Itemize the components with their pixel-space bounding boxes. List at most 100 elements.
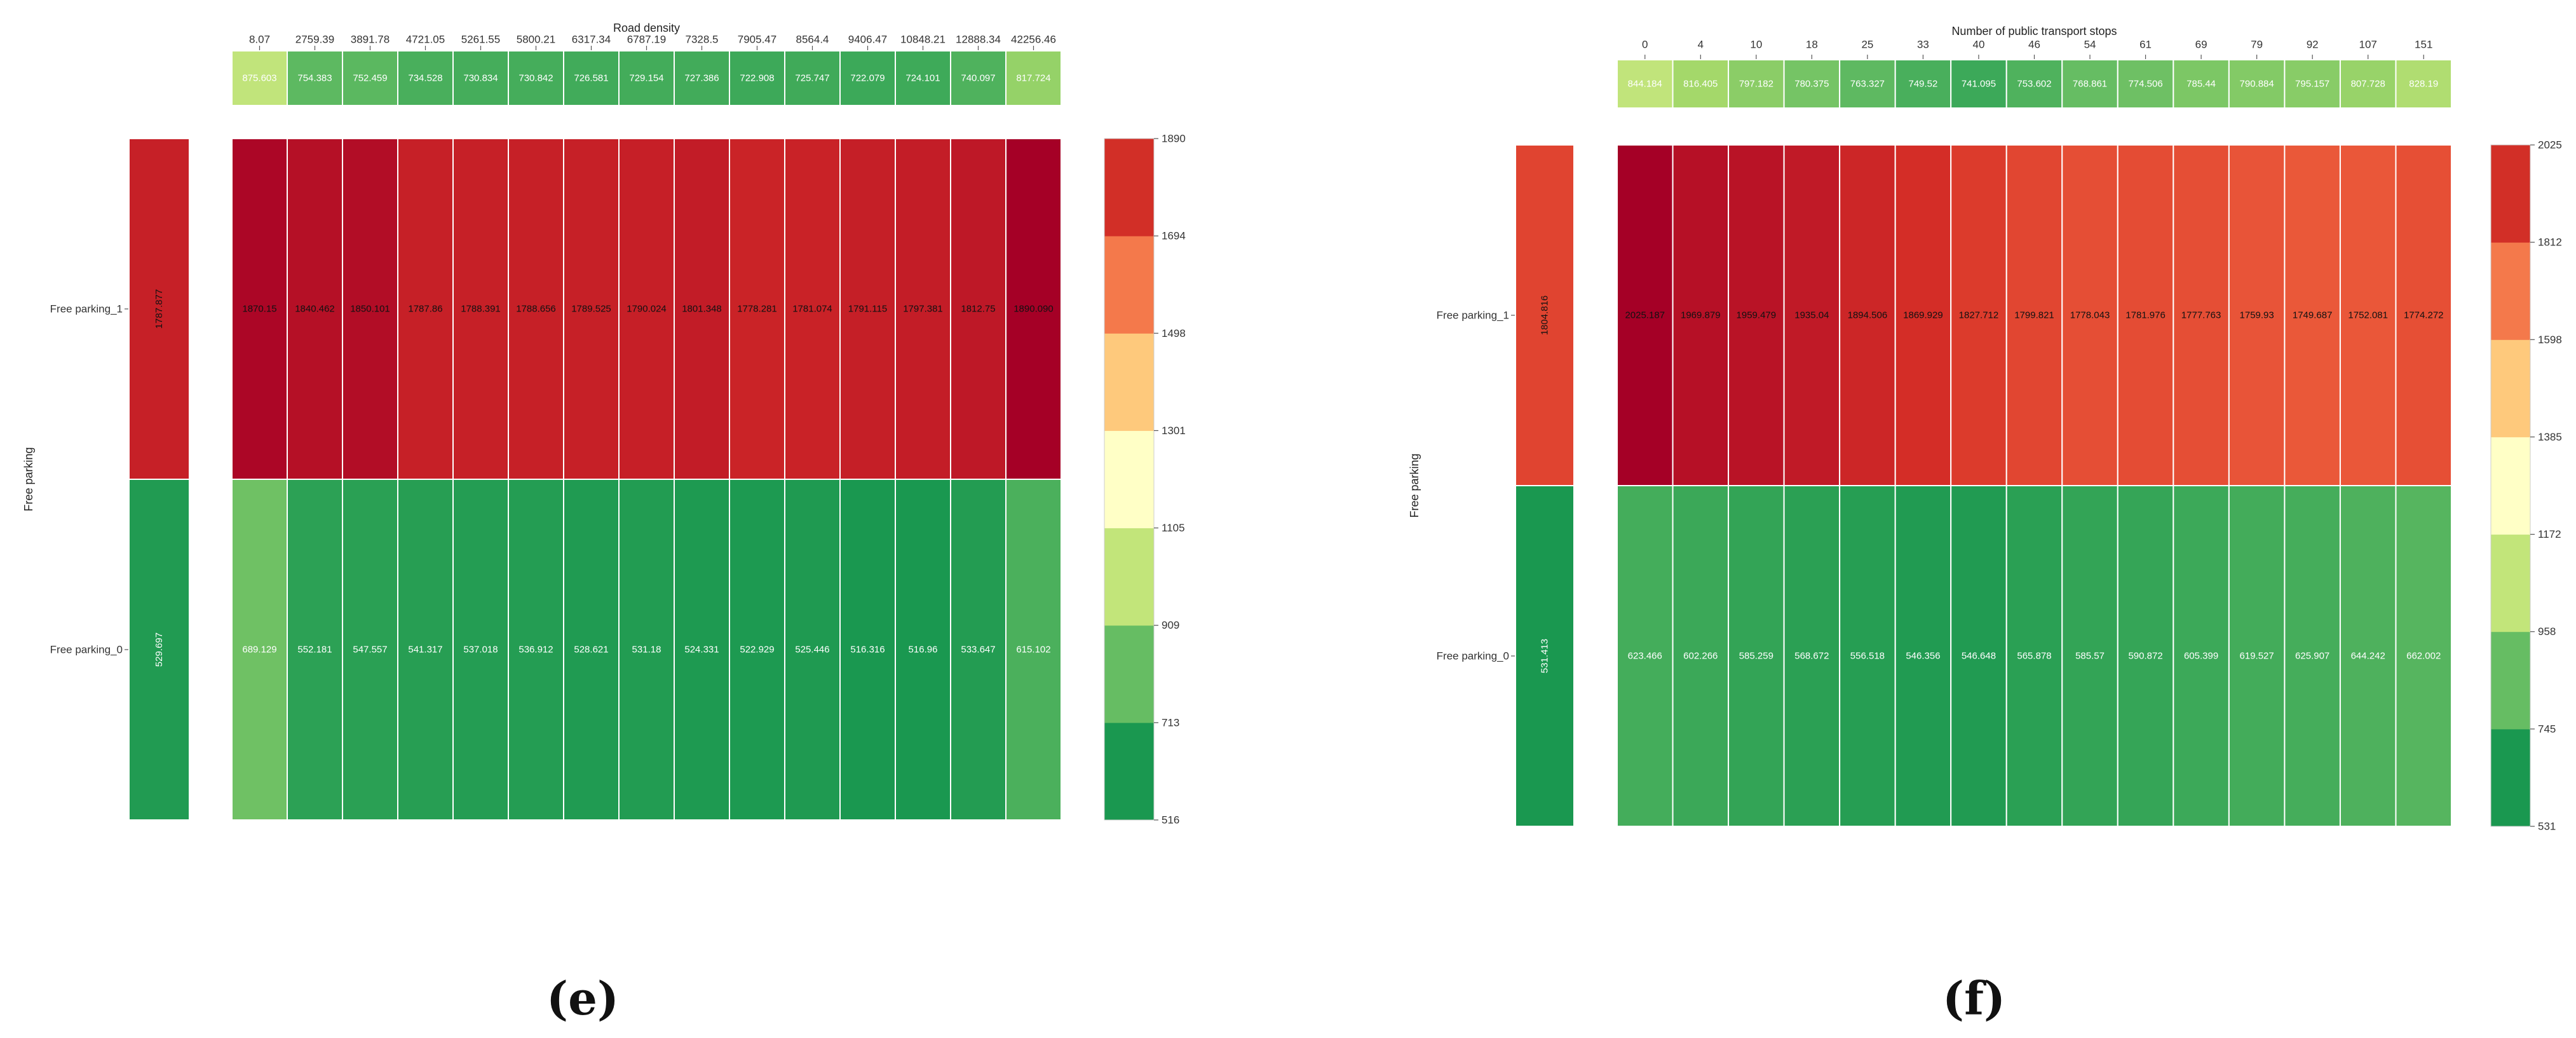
heatmap-cell <box>1617 144 1674 486</box>
heatmap-cell <box>839 479 896 821</box>
column-mean-cell <box>287 50 343 106</box>
column-tick-label: 107 <box>2359 39 2377 51</box>
heatmap-cell <box>674 138 730 480</box>
y-axis-label: Free parking <box>1408 453 1421 517</box>
column-mean-label: 724.101 <box>905 73 940 84</box>
heatmap-cell <box>287 479 343 821</box>
colorbar-tick-label: 958 <box>2538 625 2556 638</box>
heatmap-cell <box>452 479 509 821</box>
cell-value-label: 644.242 <box>2351 651 2385 662</box>
cell-value-label: 1752.081 <box>2348 310 2388 321</box>
cell-value-label: 1959.479 <box>1737 310 1777 321</box>
heatmap-cell <box>2173 485 2230 827</box>
cell-value-label: 619.527 <box>2240 651 2274 662</box>
column-mean-label: 817.724 <box>1016 73 1050 84</box>
column-mean-label: 740.097 <box>961 73 995 84</box>
heatmap-cell <box>2284 485 2341 827</box>
heatmap-cell <box>2117 144 2174 486</box>
heatmap-cell <box>2339 485 2397 827</box>
column-mean-label: 807.728 <box>2351 79 2385 90</box>
column-tick-label: 79 <box>2251 39 2263 51</box>
row-mean-cell <box>1515 144 1575 486</box>
cell-value-label: 524.331 <box>684 645 719 655</box>
heatmap-cell <box>784 479 841 821</box>
colorbar-tick-label: 1385 <box>2538 431 2562 443</box>
heatmap-cell <box>1672 485 1730 827</box>
colorbar-segment <box>2491 631 2530 730</box>
column-mean-cell <box>342 50 398 106</box>
column-tick-label: 6787.19 <box>627 34 666 46</box>
colorbar-segment <box>1104 139 1154 236</box>
colorbar-segment <box>1104 236 1154 334</box>
heatmap-cell <box>2173 144 2230 486</box>
cell-value-label: 531.18 <box>632 645 661 655</box>
cell-value-label: 1840.462 <box>295 304 335 315</box>
cell-value-label: 615.102 <box>1016 645 1050 655</box>
cell-value-label: 1812.75 <box>961 304 995 315</box>
column-tick-label: 3891.78 <box>351 34 390 46</box>
heatmap-e: Road density 8.07 875.603 2759.39 754.383 389… <box>22 22 1186 826</box>
cell-value-label: 1827.712 <box>1959 310 1999 321</box>
colorbar-segment <box>2491 339 2530 437</box>
colorbar-tick-label: 745 <box>2538 723 2556 735</box>
column-mean-cell <box>2395 59 2453 109</box>
column-mean-label: 828.19 <box>2409 79 2438 90</box>
colorbar-tick-label: 1598 <box>2538 334 2562 346</box>
heatmap-cell <box>342 479 398 821</box>
column-tick-label: 4721.05 <box>406 34 445 46</box>
cell-value-label: 1749.687 <box>2293 310 2333 321</box>
row-mean-label: 1804.816 <box>1540 296 1550 336</box>
cell-value-label: 590.872 <box>2128 651 2162 662</box>
cell-value-label: 1935.04 <box>1794 310 1829 321</box>
cell-value-label: 585.259 <box>1739 651 1773 662</box>
column-tick-label: 54 <box>2084 39 2096 51</box>
heatmap-cell <box>1839 485 1896 827</box>
column-mean-label: 722.079 <box>850 73 885 84</box>
colorbar-tick-label: 1172 <box>2538 528 2561 540</box>
column-mean-cell <box>2173 59 2230 109</box>
column-mean-cell <box>674 50 730 106</box>
column-tick-label: 151 <box>2415 39 2432 51</box>
colorbar-segment <box>2491 242 2530 340</box>
column-tick-label: 10848.21 <box>900 34 946 46</box>
column-mean-cell <box>1672 59 1730 109</box>
heatmap-cell <box>618 479 675 821</box>
heatmap-cell <box>2117 485 2174 827</box>
column-tick-label: 7905.47 <box>738 34 776 46</box>
row-label: Free parking_1 <box>50 303 123 315</box>
colorbar-tick-label: 1890 <box>1162 133 1186 145</box>
cell-value-label: 1801.348 <box>682 304 722 315</box>
heatmap-cell <box>2395 485 2453 827</box>
cell-value-label: 1890.090 <box>1013 304 1054 315</box>
column-tick-label: 10 <box>1750 39 1762 51</box>
colorbar-segment <box>1104 333 1154 431</box>
heatmap-cell <box>397 479 454 821</box>
column-mean-cell <box>1617 59 1674 109</box>
cell-value-label: 556.518 <box>1850 651 1885 662</box>
column-mean-cell <box>452 50 509 106</box>
column-mean-label: 734.528 <box>408 73 442 84</box>
column-tick-label: 5261.55 <box>461 34 500 46</box>
colorbar-frame <box>2490 144 2531 827</box>
column-tick-label: 46 <box>2028 39 2040 51</box>
column-tick-label: 4 <box>1698 39 1704 51</box>
heatmap-cell <box>2284 144 2341 486</box>
heatmap-cell <box>618 138 675 480</box>
column-tick-label: 92 <box>2307 39 2319 51</box>
colorbar-tick-label: 1105 <box>1162 522 1185 534</box>
column-mean-label: 726.581 <box>574 73 608 84</box>
column-tick-label: 0 <box>1642 39 1648 51</box>
heatmap-cell <box>674 479 730 821</box>
cell-value-label: 662.002 <box>2406 651 2441 662</box>
heatmap-cell <box>2005 485 2063 827</box>
column-tick-label: 7328.5 <box>686 34 719 46</box>
column-tick-label: 33 <box>1917 39 1929 51</box>
column-mean-label: 763.327 <box>1850 79 1885 90</box>
column-tick-label: 8.07 <box>249 34 270 46</box>
heatmap-cell <box>950 138 1007 480</box>
cell-value-label: 623.466 <box>1628 651 1662 662</box>
column-mean-label: 741.095 <box>1962 79 1996 90</box>
column-mean-label: 730.834 <box>463 73 498 84</box>
column-mean-cell <box>2339 59 2397 109</box>
cell-value-label: 1774.272 <box>2404 310 2444 321</box>
